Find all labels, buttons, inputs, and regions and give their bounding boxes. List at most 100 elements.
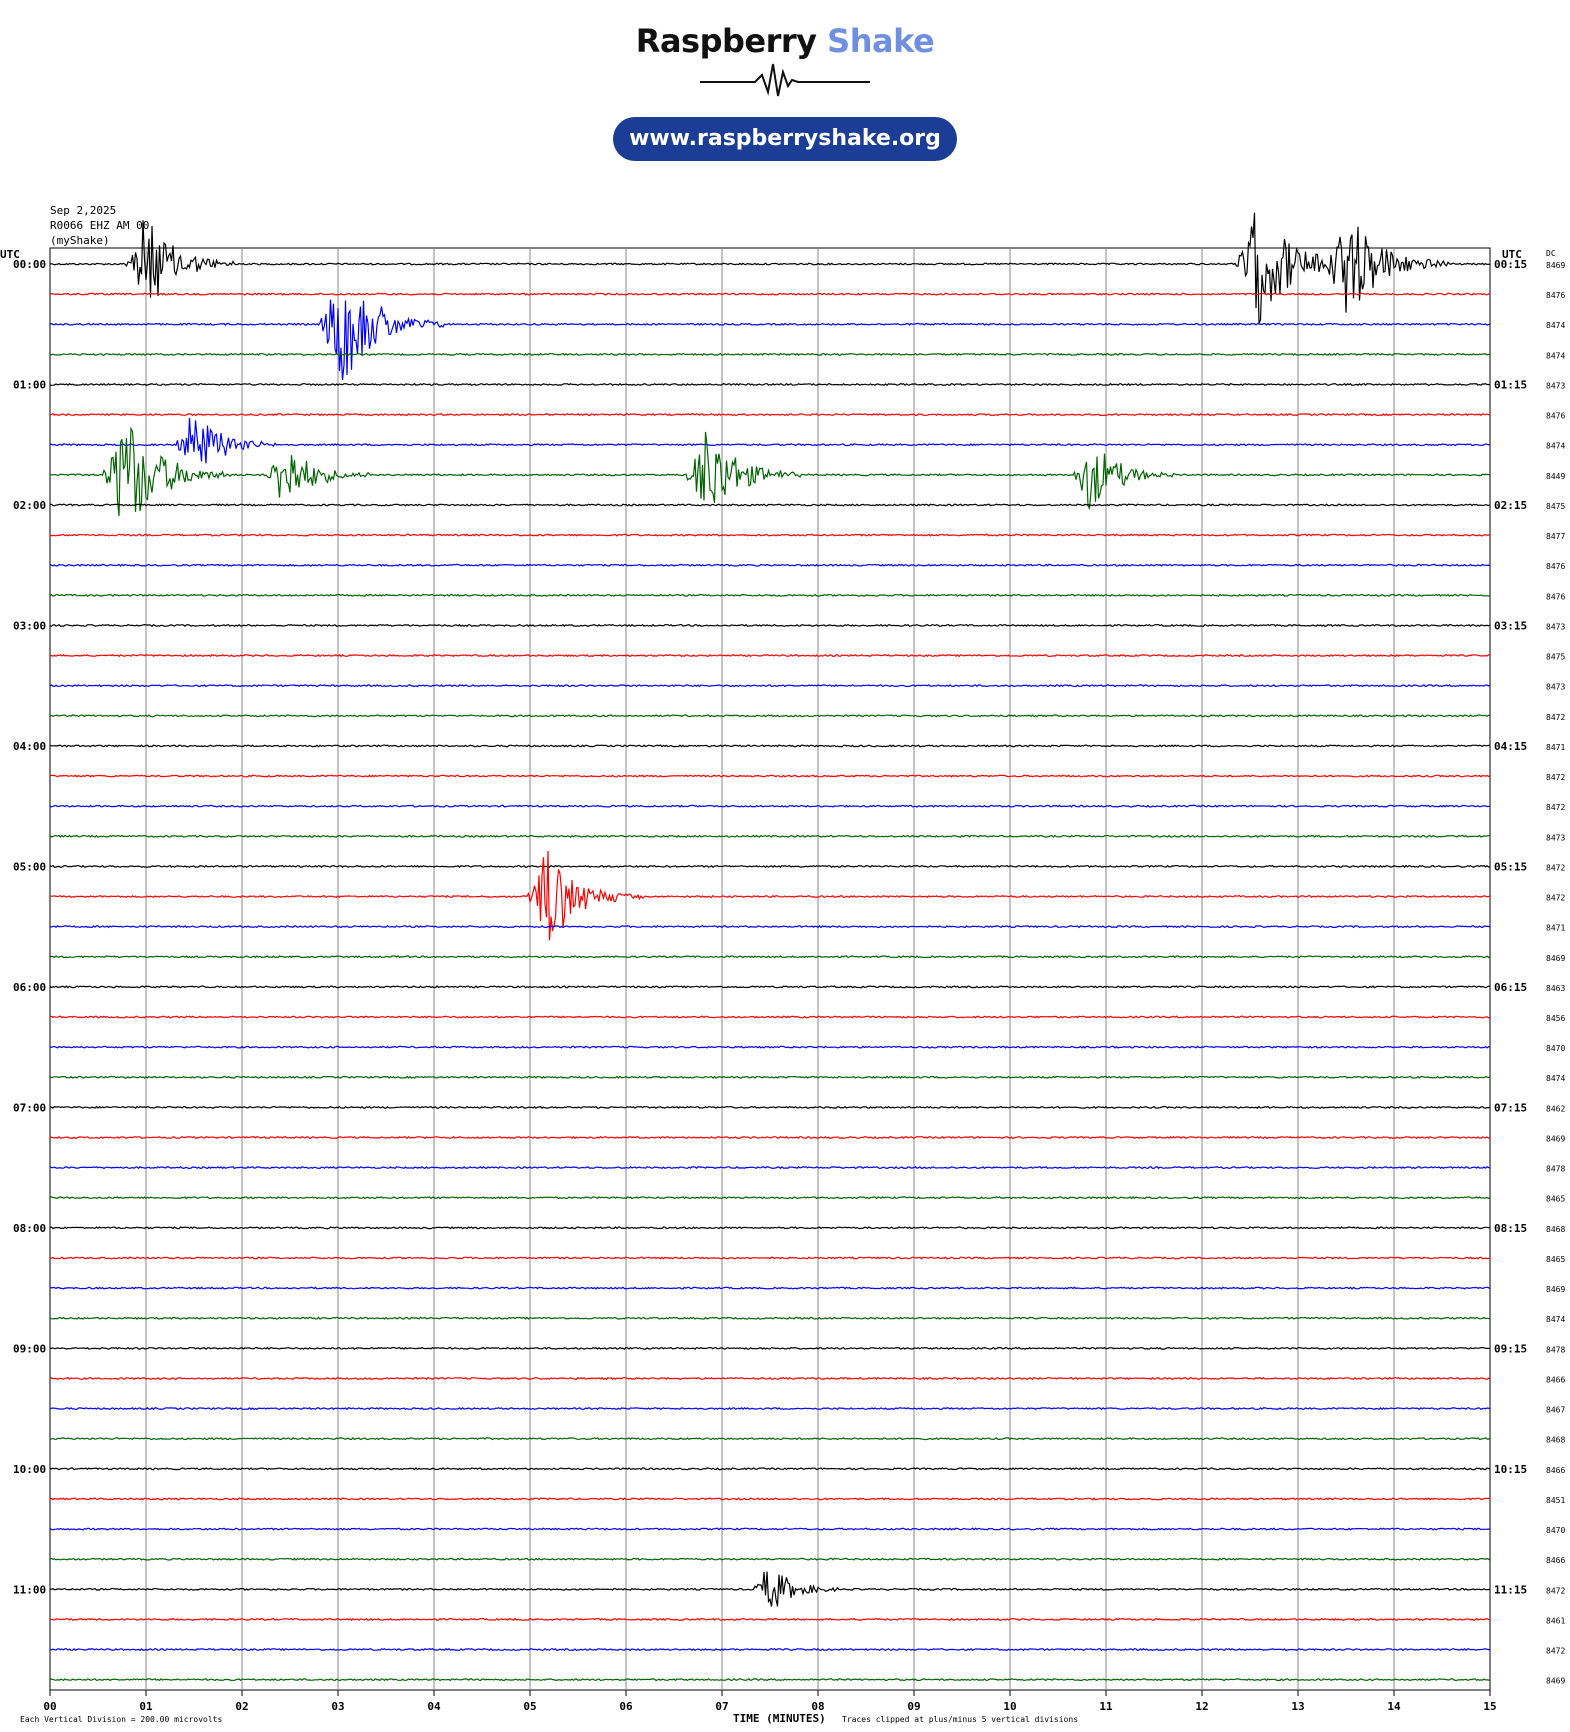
x-tick-label: 15 bbox=[1483, 1700, 1496, 1713]
trace-line bbox=[50, 426, 1491, 517]
trace-line bbox=[49, 212, 1491, 324]
dc-offset-value: 8472 bbox=[1546, 713, 1565, 722]
hour-label-left: 10:00 bbox=[13, 1463, 46, 1476]
dc-offset-value: 8476 bbox=[1546, 562, 1565, 571]
hour-label-right: 04:15 bbox=[1494, 740, 1527, 753]
dc-offset-value: 8465 bbox=[1546, 1195, 1565, 1204]
hour-label-right: 08:15 bbox=[1494, 1222, 1527, 1235]
hour-label-left: 07:00 bbox=[13, 1101, 46, 1114]
trace-line bbox=[49, 1346, 1490, 1350]
trace-line bbox=[49, 1015, 1491, 1019]
trace-line bbox=[49, 1135, 1491, 1140]
dc-offset-value: 8473 bbox=[1546, 622, 1565, 631]
dc-offset-value: 8472 bbox=[1546, 1586, 1565, 1595]
trace-line bbox=[49, 1557, 1491, 1561]
x-tick-label: 07 bbox=[715, 1700, 728, 1713]
website-link[interactable]: www.raspberryshake.org bbox=[613, 117, 957, 161]
dc-offset-value: 8471 bbox=[1546, 743, 1565, 752]
hour-label-left: 11:00 bbox=[13, 1583, 46, 1596]
hour-label-left: 04:00 bbox=[13, 740, 46, 753]
trace-line bbox=[49, 985, 1491, 989]
header-date: Sep 2,2025 bbox=[50, 204, 117, 217]
trace-line bbox=[49, 850, 1491, 941]
dc-offset-value: 8469 bbox=[1546, 1677, 1565, 1686]
hour-label-left: 06:00 bbox=[13, 981, 46, 994]
trace-line bbox=[49, 352, 1491, 357]
trace-line bbox=[49, 1316, 1491, 1320]
trace-line bbox=[49, 955, 1491, 959]
hour-label-right: 09:15 bbox=[1494, 1342, 1527, 1355]
dc-offset-value: 8478 bbox=[1546, 1165, 1565, 1174]
dc-offset-value: 8476 bbox=[1546, 291, 1565, 300]
seismic-wave-icon bbox=[700, 63, 870, 97]
dc-offset-value: 8470 bbox=[1546, 1526, 1565, 1535]
x-tick-label: 02 bbox=[235, 1700, 248, 1713]
trace-line bbox=[49, 1467, 1491, 1471]
trace-line bbox=[49, 1376, 1491, 1381]
trace-line bbox=[49, 417, 1491, 464]
trace-line bbox=[49, 563, 1491, 567]
trace-line bbox=[49, 623, 1491, 628]
header-network: (myShake) bbox=[50, 234, 110, 247]
dc-offset-value: 8465 bbox=[1546, 1255, 1565, 1264]
trace-line bbox=[49, 1406, 1491, 1411]
x-tick-label: 09 bbox=[907, 1700, 920, 1713]
dc-offset-value: 8473 bbox=[1546, 683, 1565, 692]
hour-label-left: 02:00 bbox=[13, 499, 46, 512]
dc-offset-value: 8472 bbox=[1546, 803, 1565, 812]
dc-offset-value: 8461 bbox=[1546, 1616, 1565, 1625]
dc-offset-value: 8462 bbox=[1546, 1104, 1565, 1113]
plot-header: Sep 2,2025 R0066 EHZ AM 00 (myShake) bbox=[50, 203, 149, 248]
dc-offset-value: 8466 bbox=[1546, 1375, 1565, 1384]
dc-offset-value: 8474 bbox=[1546, 321, 1565, 330]
dc-offset-value: 8463 bbox=[1546, 984, 1565, 993]
minute-gridlines bbox=[145, 248, 1395, 1690]
trace-line bbox=[49, 1678, 1491, 1682]
trace-line bbox=[49, 1571, 1491, 1607]
trace-line bbox=[49, 1045, 1491, 1049]
x-tick-label: 12 bbox=[1195, 1700, 1208, 1713]
logo-title: Raspberry Shake bbox=[0, 22, 1570, 60]
x-tick-label: 08 bbox=[811, 1700, 824, 1713]
hour-label-right: 11:15 bbox=[1494, 1583, 1527, 1596]
footer-clip-note: Traces clipped at plus/minus 5 vertical … bbox=[842, 1715, 1078, 1724]
hour-label-left: 05:00 bbox=[13, 860, 46, 873]
trace-line bbox=[49, 1286, 1491, 1290]
dc-offset-value: 8476 bbox=[1546, 412, 1565, 421]
trace-line bbox=[49, 292, 1491, 296]
dc-offset-value: 8472 bbox=[1546, 863, 1565, 872]
dc-offset-value: 8476 bbox=[1546, 592, 1565, 601]
hour-label-left: 01:00 bbox=[13, 378, 46, 391]
trace-line bbox=[49, 864, 1491, 869]
trace-line bbox=[49, 684, 1491, 688]
trace-line bbox=[49, 804, 1491, 808]
trace-line bbox=[49, 1256, 1491, 1260]
plot-frame bbox=[49, 247, 1491, 1691]
dc-offset-value: 8466 bbox=[1546, 1556, 1565, 1565]
dc-offset-value: 8470 bbox=[1546, 1044, 1565, 1053]
dc-offset-value: 8471 bbox=[1546, 924, 1565, 933]
hour-label-left: 00:00 bbox=[13, 258, 46, 271]
dc-label: DC bbox=[1546, 249, 1556, 258]
hour-labels: 8469 00:00 00:15 8476 8474 8474 8473 01:00 01:15… bbox=[13, 258, 1565, 1686]
x-tick-label: 00 bbox=[43, 1700, 56, 1713]
x-tick-label: 06 bbox=[619, 1700, 633, 1713]
trace-line bbox=[49, 533, 1491, 537]
dc-offset-value: 8474 bbox=[1546, 1074, 1565, 1083]
trace-line bbox=[49, 834, 1491, 838]
dc-offset-value: 8468 bbox=[1546, 1436, 1565, 1445]
dc-offset-value: 8467 bbox=[1546, 1406, 1565, 1415]
dc-offset-value: 8469 bbox=[1546, 1285, 1565, 1294]
trace-line bbox=[49, 593, 1491, 597]
trace-line bbox=[49, 1165, 1491, 1170]
hour-label-right: 03:15 bbox=[1494, 619, 1527, 632]
dc-offset-value: 8477 bbox=[1546, 532, 1565, 541]
x-tick-label: 14 bbox=[1387, 1700, 1401, 1713]
hour-label-right: 01:15 bbox=[1494, 378, 1527, 391]
trace-line bbox=[49, 503, 1491, 507]
dc-offset-value: 8469 bbox=[1546, 1134, 1565, 1143]
x-tick-label: 10 bbox=[1003, 1700, 1016, 1713]
trace-line bbox=[49, 1647, 1491, 1652]
x-axis-ticks: 00 01 02 03 04 05 06 07 08 09 10 11 12 13 14 15 bbox=[43, 1690, 1497, 1713]
